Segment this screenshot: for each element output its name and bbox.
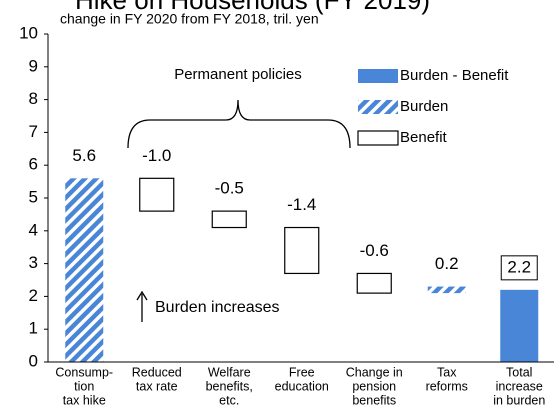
legend-swatch: [357, 130, 399, 146]
x-tick-label: Tax: [437, 365, 457, 379]
y-tick-label: 5: [29, 187, 38, 206]
x-tick-label: etc.: [219, 393, 239, 407]
data-label: -0.5: [215, 179, 244, 198]
bar: [284, 226, 320, 275]
bar: [356, 272, 392, 294]
data-label: 5.6: [72, 146, 96, 165]
brace: [127, 99, 351, 149]
legend-label: Benefit: [400, 129, 448, 146]
y-tick-label: 10: [19, 23, 38, 42]
y-tick-label: 1: [29, 319, 38, 338]
x-tick-label: tax hike: [63, 393, 106, 407]
chart-title: Hike on Households (FY 2019): [75, 0, 430, 15]
data-label: -1.4: [287, 195, 316, 214]
data-label: -1.0: [142, 146, 171, 165]
y-tick-label: 4: [29, 220, 38, 239]
x-tick-label: Change in: [346, 365, 403, 379]
legend-swatch: [358, 100, 398, 114]
x-tick-label: benefits: [352, 393, 396, 407]
x-tick-label: Free: [289, 365, 315, 379]
bar: [139, 177, 175, 212]
arrow-head: [136, 290, 148, 301]
x-tick-label: benefits,: [206, 379, 253, 393]
x-tick-label: Total: [506, 365, 532, 379]
x-tick-label: education: [275, 379, 329, 393]
x-tick-label: in burden: [493, 393, 545, 407]
y-tick-label: 9: [29, 56, 38, 75]
y-tick-label: 0: [29, 351, 38, 370]
x-tick-label: reforms: [426, 379, 468, 393]
data-label: -0.6: [360, 241, 389, 260]
x-tick-label: Welfare: [208, 365, 251, 379]
y-tick-label: 6: [29, 155, 38, 174]
bar: [211, 210, 247, 229]
legend-label: Burden - Benefit: [400, 67, 509, 84]
bar: [427, 286, 466, 294]
data-label: 0.2: [435, 254, 459, 273]
data-label: 2.2: [507, 257, 531, 276]
legend-label: Burden: [400, 98, 448, 115]
annotation: Burden increases: [155, 299, 280, 316]
legend-swatch: [358, 69, 398, 83]
x-tick-label: Consump-: [55, 365, 113, 379]
x-tick-label: Reduced: [132, 365, 182, 379]
x-tick-label: pension: [352, 379, 396, 393]
bar: [500, 289, 539, 362]
y-tick-label: 2: [29, 286, 38, 305]
chart-subtitle: change in FY 2020 from FY 2018, tril. ye…: [60, 11, 319, 27]
annotation: Permanent policies: [174, 66, 302, 83]
x-tick-label: tion: [74, 379, 94, 393]
y-tick-label: 3: [29, 253, 38, 272]
y-tick-label: 8: [29, 89, 38, 108]
y-tick-label: 7: [29, 122, 38, 141]
bar: [65, 178, 104, 362]
label-box: [500, 255, 538, 281]
x-tick-label: increase: [496, 379, 543, 393]
x-tick-label: tax rate: [136, 379, 178, 393]
